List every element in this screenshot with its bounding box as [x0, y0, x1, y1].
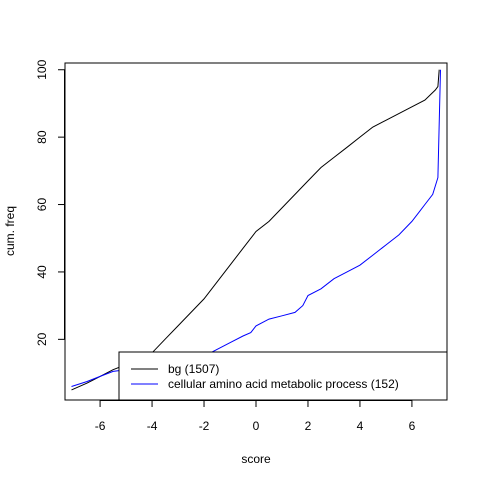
legend-label-bg: bg (1507) [168, 362, 219, 376]
x-tick-label: 6 [409, 419, 416, 433]
x-axis-title: score [241, 452, 271, 466]
legend-box [118, 351, 448, 401]
y-axis: 20 40 60 80 100 [35, 59, 65, 346]
x-tick-label: 0 [253, 419, 260, 433]
y-tick-label: 100 [35, 59, 49, 79]
legend: bg (1507) cellular amino acid metabolic … [118, 351, 448, 401]
x-tick-label: -4 [147, 419, 158, 433]
y-tick-label: 60 [35, 198, 49, 212]
y-tick-label: 80 [35, 130, 49, 144]
x-tick-label: 4 [357, 419, 364, 433]
y-axis-title: cum. freq [3, 206, 17, 256]
x-axis: -6 -4 -2 0 2 4 6 [95, 400, 416, 433]
legend-label-amino-acid: cellular amino acid metabolic process (1… [168, 377, 399, 391]
series-line-bg [71, 69, 440, 391]
x-tick-label: -6 [95, 419, 106, 433]
series-line-amino-acid [71, 69, 441, 387]
x-tick-label: -2 [199, 419, 210, 433]
x-tick-label: 2 [305, 419, 312, 433]
y-tick-label: 20 [35, 332, 49, 346]
y-tick-label: 40 [35, 265, 49, 279]
series-layer [71, 69, 441, 391]
